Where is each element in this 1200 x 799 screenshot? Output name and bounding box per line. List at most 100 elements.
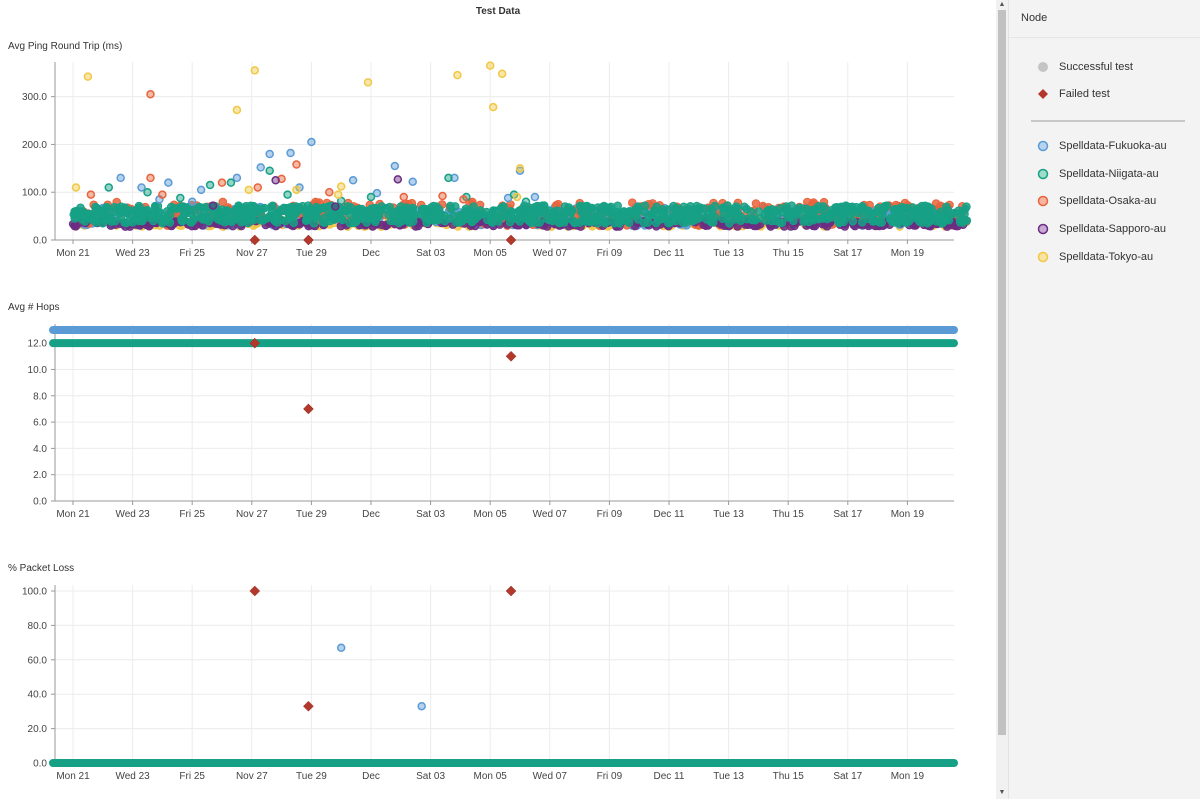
data-point: [372, 188, 382, 198]
data-point: [340, 206, 349, 216]
data-point: [104, 183, 114, 192]
x-tick-label: Dec: [362, 509, 380, 520]
fukuoka-node-icon: [1035, 138, 1051, 154]
legend-label: Successful test: [1059, 61, 1133, 73]
data-point: [824, 211, 834, 221]
data-point: [927, 212, 936, 222]
data-point: [782, 202, 791, 211]
scrollbar-thumb[interactable]: [998, 10, 1006, 735]
data-point: [286, 148, 295, 158]
data-point: [548, 208, 557, 217]
osaka-node-icon: [1035, 193, 1051, 209]
data-point: [802, 204, 811, 214]
data-point: [469, 202, 478, 211]
data-point: [397, 216, 407, 226]
data-point: [962, 202, 971, 211]
x-tick-label: Mon 21: [56, 248, 90, 259]
legend-item-successful-test[interactable]: Successful test: [1035, 59, 1133, 75]
legend-divider: [1031, 120, 1185, 122]
scroll-up-icon[interactable]: ▲: [998, 1, 1006, 8]
data-point: [134, 201, 144, 211]
data-point: [271, 176, 280, 185]
data-point: [247, 203, 257, 212]
data-point: [836, 205, 846, 214]
page-title: Test Data: [475, 6, 521, 17]
y-tick-label: 0.0: [33, 759, 47, 770]
y-tick-label: 200.0: [22, 140, 47, 151]
hops-chart-title: Avg # Hops: [8, 302, 60, 313]
data-point: [164, 178, 173, 187]
data-point: [93, 210, 102, 220]
data-point: [267, 202, 276, 211]
data-point: [518, 212, 528, 222]
y-tick-label: 60.0: [28, 655, 48, 666]
legend-item-osaka[interactable]: Spelldata-Osaka-au: [1035, 193, 1156, 209]
data-point: [138, 216, 147, 226]
data-point: [467, 217, 477, 227]
packet-loss-chart-title: % Packet Loss: [8, 563, 75, 574]
data-point: [137, 183, 146, 192]
data-point: [698, 210, 708, 219]
data-point: [640, 207, 650, 217]
y-tick-label: 0.0: [33, 236, 47, 247]
data-point: [265, 166, 274, 175]
data-point: [363, 78, 373, 87]
data-point: [302, 208, 311, 217]
x-tick-label: Wed 23: [115, 509, 150, 520]
y-tick-label: 4.0: [33, 444, 47, 455]
data-point: [312, 213, 322, 222]
ping-chart-title: Avg Ping Round Trip (ms): [8, 41, 123, 52]
x-tick-label: Thu 15: [773, 509, 805, 520]
data-point: [291, 202, 301, 211]
data-point: [533, 201, 542, 211]
failed-test-marker: [249, 234, 261, 246]
data-point: [127, 211, 136, 220]
data-point: [877, 218, 887, 227]
data-point: [530, 192, 540, 202]
data-point: [86, 190, 96, 199]
failed-test-marker: [303, 234, 314, 246]
data-point: [571, 218, 581, 227]
x-tick-label: Mon 05: [474, 248, 508, 259]
y-tick-label: 12.0: [28, 339, 48, 350]
x-tick-label: Mon 05: [474, 771, 508, 782]
x-tick-label: Wed 07: [533, 248, 568, 259]
data-point: [613, 218, 623, 227]
legend-item-sapporo[interactable]: Spelldata-Sapporo-au: [1035, 221, 1166, 237]
data-point: [243, 218, 253, 228]
y-tick-label: 2.0: [33, 470, 47, 481]
data-point: [333, 190, 343, 199]
data-point: [69, 210, 79, 219]
legend-item-failed-test[interactable]: Failed test: [1035, 86, 1110, 102]
data-point: [226, 178, 236, 187]
data-point: [176, 193, 185, 203]
data-point: [889, 206, 899, 215]
y-tick-label: 300.0: [22, 92, 47, 103]
legend-item-niigata[interactable]: Spelldata-Niigata-au: [1035, 166, 1159, 182]
data-point: [706, 204, 716, 214]
data-point: [320, 218, 329, 227]
data-point: [336, 182, 346, 191]
data-point: [330, 202, 340, 211]
data-point: [450, 173, 459, 183]
legend-item-tokyo[interactable]: Spelldata-Tokyo-au: [1035, 249, 1153, 265]
y-tick-label: 10.0: [28, 365, 48, 376]
data-point: [231, 205, 240, 214]
data-point: [393, 175, 403, 184]
data-point: [707, 211, 716, 221]
data-point: [253, 183, 263, 192]
data-point: [348, 176, 358, 185]
data-point: [205, 180, 215, 190]
data-point: [244, 185, 254, 195]
data-point: [366, 192, 376, 202]
data-point: [515, 164, 525, 173]
scroll-down-icon[interactable]: ▼: [998, 789, 1006, 796]
legend-sidebar: Node Successful test Failed test Spellda…: [1008, 0, 1200, 799]
data-point: [329, 213, 339, 222]
x-tick-label: Wed 07: [533, 771, 568, 782]
data-point: [232, 105, 242, 115]
data-point: [232, 173, 242, 183]
legend-item-fukuoka[interactable]: Spelldata-Fukuoka-au: [1035, 138, 1167, 154]
data-point: [401, 209, 410, 219]
failed-test-marker: [303, 700, 314, 712]
